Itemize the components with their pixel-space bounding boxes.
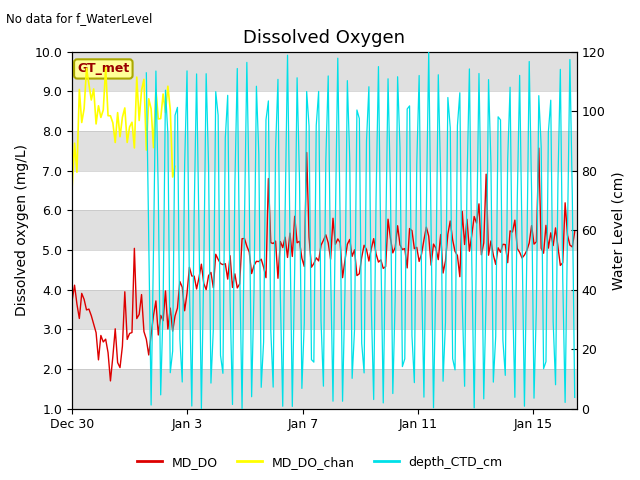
Y-axis label: Water Level (cm): Water Level (cm)	[611, 171, 625, 289]
MD_DO	[418, 251, 426, 257]
MD_DO_chan	[133, 74, 141, 80]
depth_CTD_cm	[561, 399, 569, 405]
MD_DO_chan	[162, 109, 170, 115]
MD_DO	[535, 145, 543, 151]
Bar	[72, 52, 577, 91]
Y-axis label: Dissolved oxygen (mg/L): Dissolved oxygen (mg/L)	[15, 144, 29, 316]
MD_DO_chan	[102, 65, 109, 71]
Bar	[72, 369, 577, 408]
depth_CTD_cm	[425, 49, 433, 55]
MD_DO_chan	[104, 113, 112, 119]
MD_DO_chan	[97, 115, 105, 120]
MD_DO_chan	[95, 103, 102, 108]
MD_DO_chan	[169, 174, 177, 180]
MD_DO_chan	[88, 97, 95, 103]
MD_DO_chan	[147, 106, 155, 112]
MD_DO	[107, 378, 115, 384]
MD_DO_chan	[107, 113, 115, 119]
MD_DO_chan	[150, 145, 157, 151]
depth_CTD_cm	[234, 66, 241, 72]
Bar	[72, 131, 577, 171]
MD_DO_chan	[152, 86, 160, 92]
Title: Dissolved Oxygen: Dissolved Oxygen	[243, 29, 405, 48]
MD_DO	[264, 176, 272, 181]
MD_DO_chan	[76, 86, 83, 92]
MD_DO	[571, 229, 579, 235]
depth_CTD_cm	[150, 246, 157, 252]
Text: GT_met: GT_met	[77, 62, 129, 75]
MD_DO_chan	[118, 114, 126, 120]
MD_DO	[68, 298, 76, 303]
MD_DO_chan	[125, 124, 133, 130]
MD_DO_chan	[145, 96, 152, 102]
Line: MD_DO: MD_DO	[72, 148, 575, 381]
MD_DO_chan	[116, 134, 124, 140]
MD_DO_chan	[83, 65, 90, 71]
depth_CTD_cm	[143, 70, 150, 76]
MD_DO_chan	[159, 91, 167, 97]
Line: MD_DO_chan: MD_DO_chan	[72, 68, 175, 187]
MD_DO_chan	[157, 116, 164, 121]
MD_DO_chan	[143, 147, 150, 153]
MD_DO_chan	[90, 86, 97, 92]
MD_DO_chan	[70, 140, 78, 146]
MD_DO	[83, 307, 90, 313]
MD_DO_chan	[138, 87, 145, 93]
MD_DO	[291, 214, 298, 219]
MD_DO_chan	[109, 120, 116, 126]
Bar	[72, 210, 577, 250]
MD_DO_chan	[128, 120, 136, 125]
MD_DO_chan	[114, 110, 122, 116]
MD_DO	[525, 240, 533, 246]
MD_DO_chan	[121, 105, 129, 111]
MD_DO_chan	[131, 145, 138, 151]
MD_DO_chan	[85, 81, 93, 87]
MD_DO_chan	[111, 140, 119, 145]
MD_DO_chan	[154, 116, 162, 122]
depth_CTD_cm	[308, 357, 316, 362]
depth_CTD_cm	[571, 395, 579, 400]
depth_CTD_cm	[193, 71, 200, 77]
MD_DO_chan	[124, 140, 131, 145]
MD_DO_chan	[99, 107, 107, 113]
Text: No data for f_WaterLevel: No data for f_WaterLevel	[6, 12, 153, 25]
MD_DO_chan	[92, 121, 100, 127]
MD_DO_chan	[172, 164, 179, 169]
MD_DO_chan	[140, 76, 148, 82]
depth_CTD_cm	[198, 406, 205, 411]
depth_CTD_cm	[528, 190, 536, 196]
MD_DO	[219, 262, 227, 267]
Legend: MD_DO, MD_DO_chan, depth_CTD_cm: MD_DO, MD_DO_chan, depth_CTD_cm	[132, 451, 508, 474]
MD_DO_chan	[73, 169, 81, 175]
MD_DO_chan	[68, 184, 76, 190]
MD_DO_chan	[135, 118, 143, 123]
MD_DO_chan	[166, 107, 174, 113]
MD_DO_chan	[80, 106, 88, 111]
MD_DO_chan	[164, 84, 172, 89]
Bar	[72, 290, 577, 329]
Line: depth_CTD_cm: depth_CTD_cm	[147, 52, 575, 408]
MD_DO_chan	[78, 120, 86, 125]
